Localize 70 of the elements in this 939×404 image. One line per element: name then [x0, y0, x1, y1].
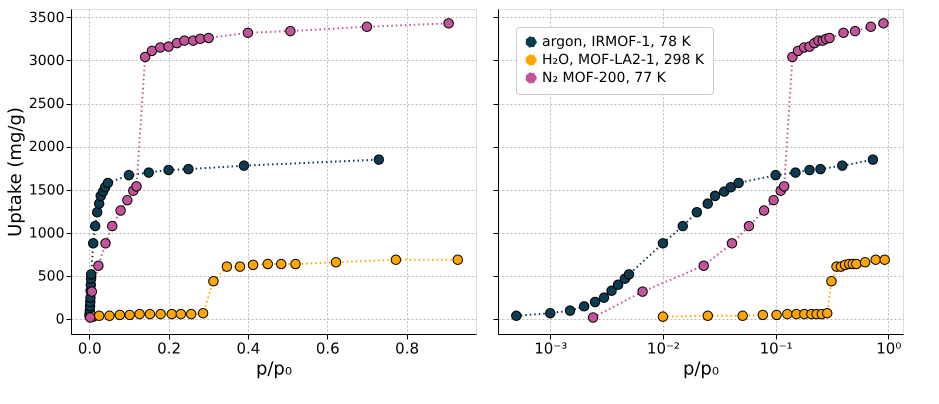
- point: [262, 258, 273, 270]
- point: [144, 308, 156, 320]
- point: [198, 308, 208, 318]
- point: [107, 220, 118, 232]
- point: [124, 170, 134, 180]
- legend-label: H₂O, MOF-LA2-1, 298 K: [542, 52, 705, 68]
- y-tick-label: 2500: [28, 96, 64, 112]
- point: [122, 194, 133, 206]
- y-tick-label: 500: [38, 268, 64, 285]
- point: [234, 261, 246, 272]
- point: [115, 205, 126, 216]
- legend-label: N₂ MOF-200, 77 K: [542, 70, 667, 86]
- point: [330, 257, 342, 268]
- x-tick-label: 10⁰: [876, 340, 902, 358]
- point: [374, 154, 384, 165]
- point: [203, 32, 214, 44]
- point: [179, 35, 190, 46]
- x-tick-label: 0.2: [157, 340, 182, 358]
- point: [443, 18, 454, 29]
- point: [88, 238, 98, 249]
- point: [276, 258, 286, 270]
- point: [140, 52, 150, 62]
- point: [134, 308, 145, 320]
- point: [362, 22, 372, 32]
- point: [285, 26, 296, 36]
- x-tick-label: 0.0: [78, 340, 102, 358]
- point: [390, 254, 402, 265]
- point: [248, 260, 258, 270]
- x-tick-label: 10⁻¹: [760, 340, 793, 358]
- point: [183, 164, 194, 174]
- legend-label: argon, IRMOF-1, 78 K: [542, 34, 692, 50]
- point: [176, 308, 186, 320]
- x-tick-label: 0.8: [395, 340, 420, 358]
- y-tick-label: 1500: [28, 182, 64, 198]
- x-tick-label: 0.4: [236, 340, 260, 358]
- y-tick-label: 1000: [28, 225, 64, 242]
- x-tick-label: 0.6: [316, 340, 340, 358]
- point: [163, 41, 174, 52]
- point: [146, 46, 158, 56]
- y-tick-label: 2000: [28, 139, 64, 156]
- y-tick-label: 0: [56, 312, 64, 328]
- point: [290, 258, 301, 270]
- point: [144, 167, 154, 178]
- x-axis-title: p/p₀: [682, 358, 720, 380]
- point: [93, 260, 104, 271]
- y-tick-label: 3000: [28, 52, 64, 69]
- point: [131, 181, 142, 192]
- point: [92, 207, 102, 218]
- point: [242, 28, 254, 38]
- y-tick-label: 3500: [28, 10, 64, 26]
- x-tick-label: 10⁻³: [534, 340, 568, 358]
- point: [102, 178, 114, 188]
- point: [86, 269, 96, 280]
- point: [114, 310, 126, 320]
- point: [238, 160, 250, 171]
- point: [186, 308, 196, 320]
- point: [90, 220, 100, 232]
- point: [163, 164, 174, 176]
- point: [452, 254, 463, 265]
- point: [104, 310, 115, 322]
- x-axis-title: p/p₀: [256, 358, 292, 380]
- x-tick-label: 10⁻²: [646, 340, 680, 358]
- point: [208, 276, 219, 287]
- point: [222, 261, 232, 272]
- y-axis-title: Uptake (mg/g): [4, 107, 26, 237]
- point: [100, 238, 111, 249]
- point: [155, 308, 166, 320]
- point: [166, 308, 177, 320]
- point: [94, 310, 104, 322]
- point: [124, 310, 135, 320]
